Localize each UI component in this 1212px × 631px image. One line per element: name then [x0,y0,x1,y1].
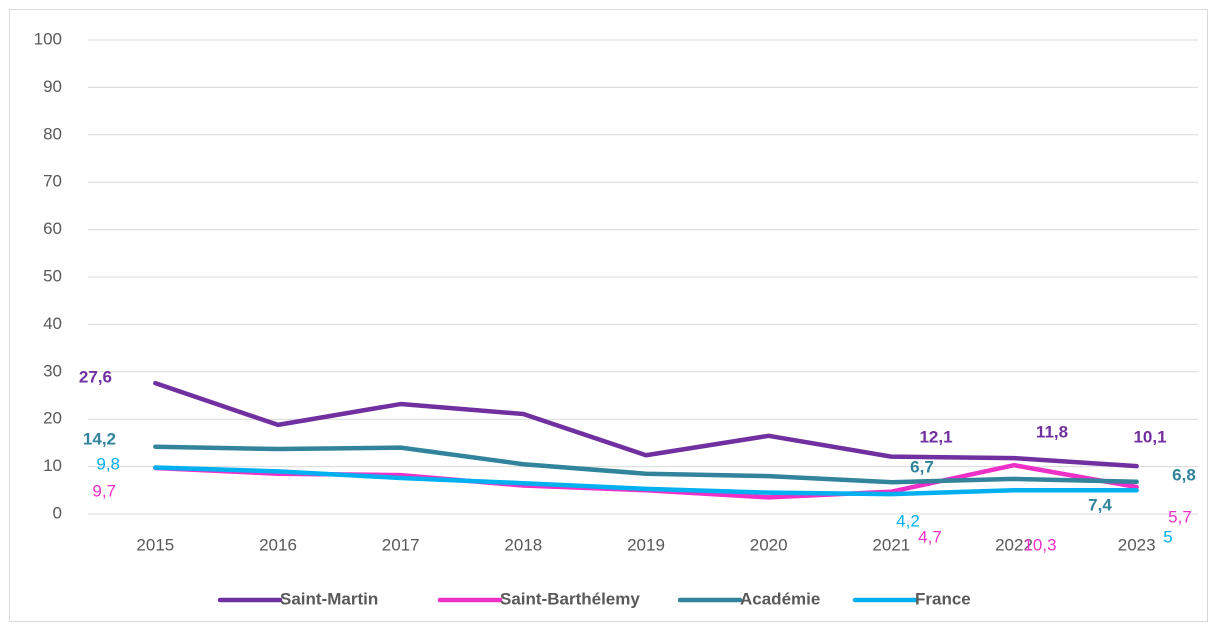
series-line [153,465,1139,497]
data-label: 9,8 [96,454,120,473]
y-tick-label: 20 [43,409,62,428]
legend-label: Académie [740,589,820,608]
legend-label: Saint-Martin [280,589,378,608]
x-tick-label: 2021 [872,535,910,554]
y-tick-label: 0 [53,503,62,522]
data-label: 5,7 [1168,507,1192,526]
x-tick-label: 2018 [504,535,542,554]
y-tick-label: 90 [43,77,62,96]
x-tick-label: 2020 [750,535,788,554]
series-line [153,444,1139,485]
x-tick-label: 2016 [259,535,297,554]
series-line [153,380,1139,469]
data-label: 4,7 [918,527,942,546]
data-label: 12,1 [919,427,952,446]
data-label: 9,7 [92,481,116,500]
y-tick-label: 80 [43,124,62,143]
x-tick-label: 2019 [627,535,665,554]
y-tick-label: 70 [43,172,62,191]
x-tick-label: 2015 [136,535,174,554]
data-label: 4,2 [896,511,920,530]
data-label: 6,8 [1172,465,1196,484]
y-tick-label: 40 [43,314,62,333]
data-label: 10,3 [1023,535,1056,554]
x-tick-label: 2017 [382,535,420,554]
y-tick-label: 100 [34,29,62,48]
data-label: 6,7 [910,457,934,476]
data-label: 7,4 [1088,495,1112,514]
legend-label: France [915,589,971,608]
legend-label: Saint-Barthélemy [500,589,640,608]
y-tick-label: 10 [43,456,62,475]
data-label: 27,6 [79,367,112,386]
y-tick-label: 30 [43,361,62,380]
data-label: 14,2 [83,429,116,448]
chart-frame [9,9,1208,622]
data-label: 10,1 [1133,427,1166,446]
y-tick-label: 60 [43,219,62,238]
x-tick-label: 2022 [995,535,1033,554]
x-tick-label: 2023 [1118,535,1156,554]
y-tick-label: 50 [43,266,62,285]
data-label: 11,8 [1036,422,1068,441]
data-label: 5 [1163,527,1172,546]
